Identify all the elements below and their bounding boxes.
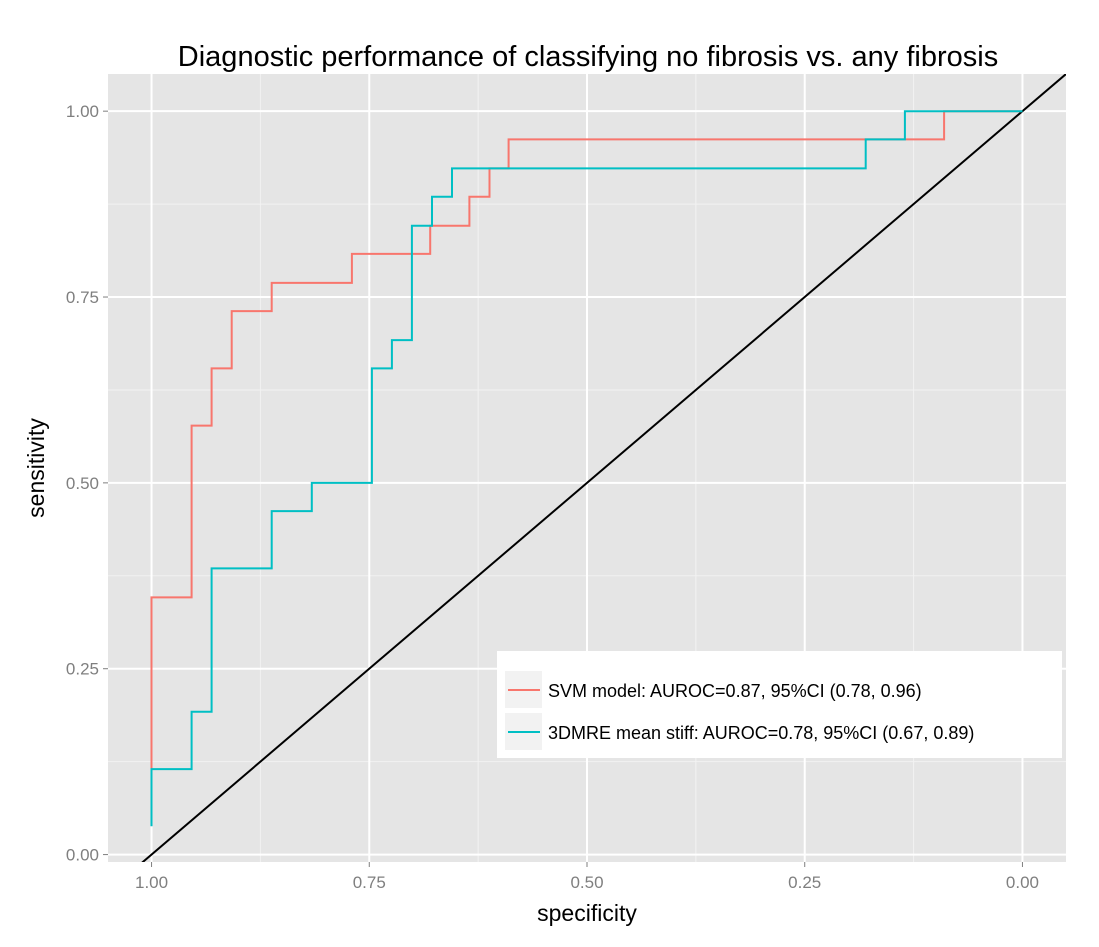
reference-diagonal-line bbox=[141, 74, 1066, 862]
x-axis: 1.00 0.75 0.50 0.25 0.00 bbox=[135, 862, 1039, 892]
y-tick-label: 0.50 bbox=[66, 474, 99, 493]
series-line-3dmre bbox=[150, 110, 1023, 827]
x-axis-title: specificity bbox=[537, 900, 637, 926]
series-lines bbox=[150, 110, 1023, 827]
y-axis-title: sensitivity bbox=[23, 418, 49, 518]
legend: SVM model: AUROC=0.87, 95%CI (0.78, 0.96… bbox=[497, 651, 1062, 758]
legend-box bbox=[497, 651, 1062, 758]
x-tick-label: 0.00 bbox=[1006, 873, 1039, 892]
x-tick-label: 0.25 bbox=[788, 873, 821, 892]
y-tick-label: 0.25 bbox=[66, 660, 99, 679]
x-tick-label: 0.50 bbox=[570, 873, 603, 892]
chart-title: Diagnostic performance of classifying no… bbox=[178, 41, 998, 73]
x-tick-label: 1.00 bbox=[135, 873, 168, 892]
reference-diagonal bbox=[141, 74, 1066, 862]
x-tick-label: 0.75 bbox=[353, 873, 386, 892]
legend-label-3dmre: 3DMRE mean stiff: AUROC=0.78, 95%CI (0.6… bbox=[548, 723, 974, 743]
y-tick-label: 0.00 bbox=[66, 846, 99, 865]
y-axis: 0.00 0.25 0.50 0.75 1.00 bbox=[66, 102, 108, 865]
y-tick-label: 0.75 bbox=[66, 288, 99, 307]
y-tick-label: 1.00 bbox=[66, 102, 99, 121]
legend-label-svm: SVM model: AUROC=0.87, 95%CI (0.78, 0.96… bbox=[548, 681, 922, 701]
series-line-svm bbox=[150, 110, 1023, 770]
